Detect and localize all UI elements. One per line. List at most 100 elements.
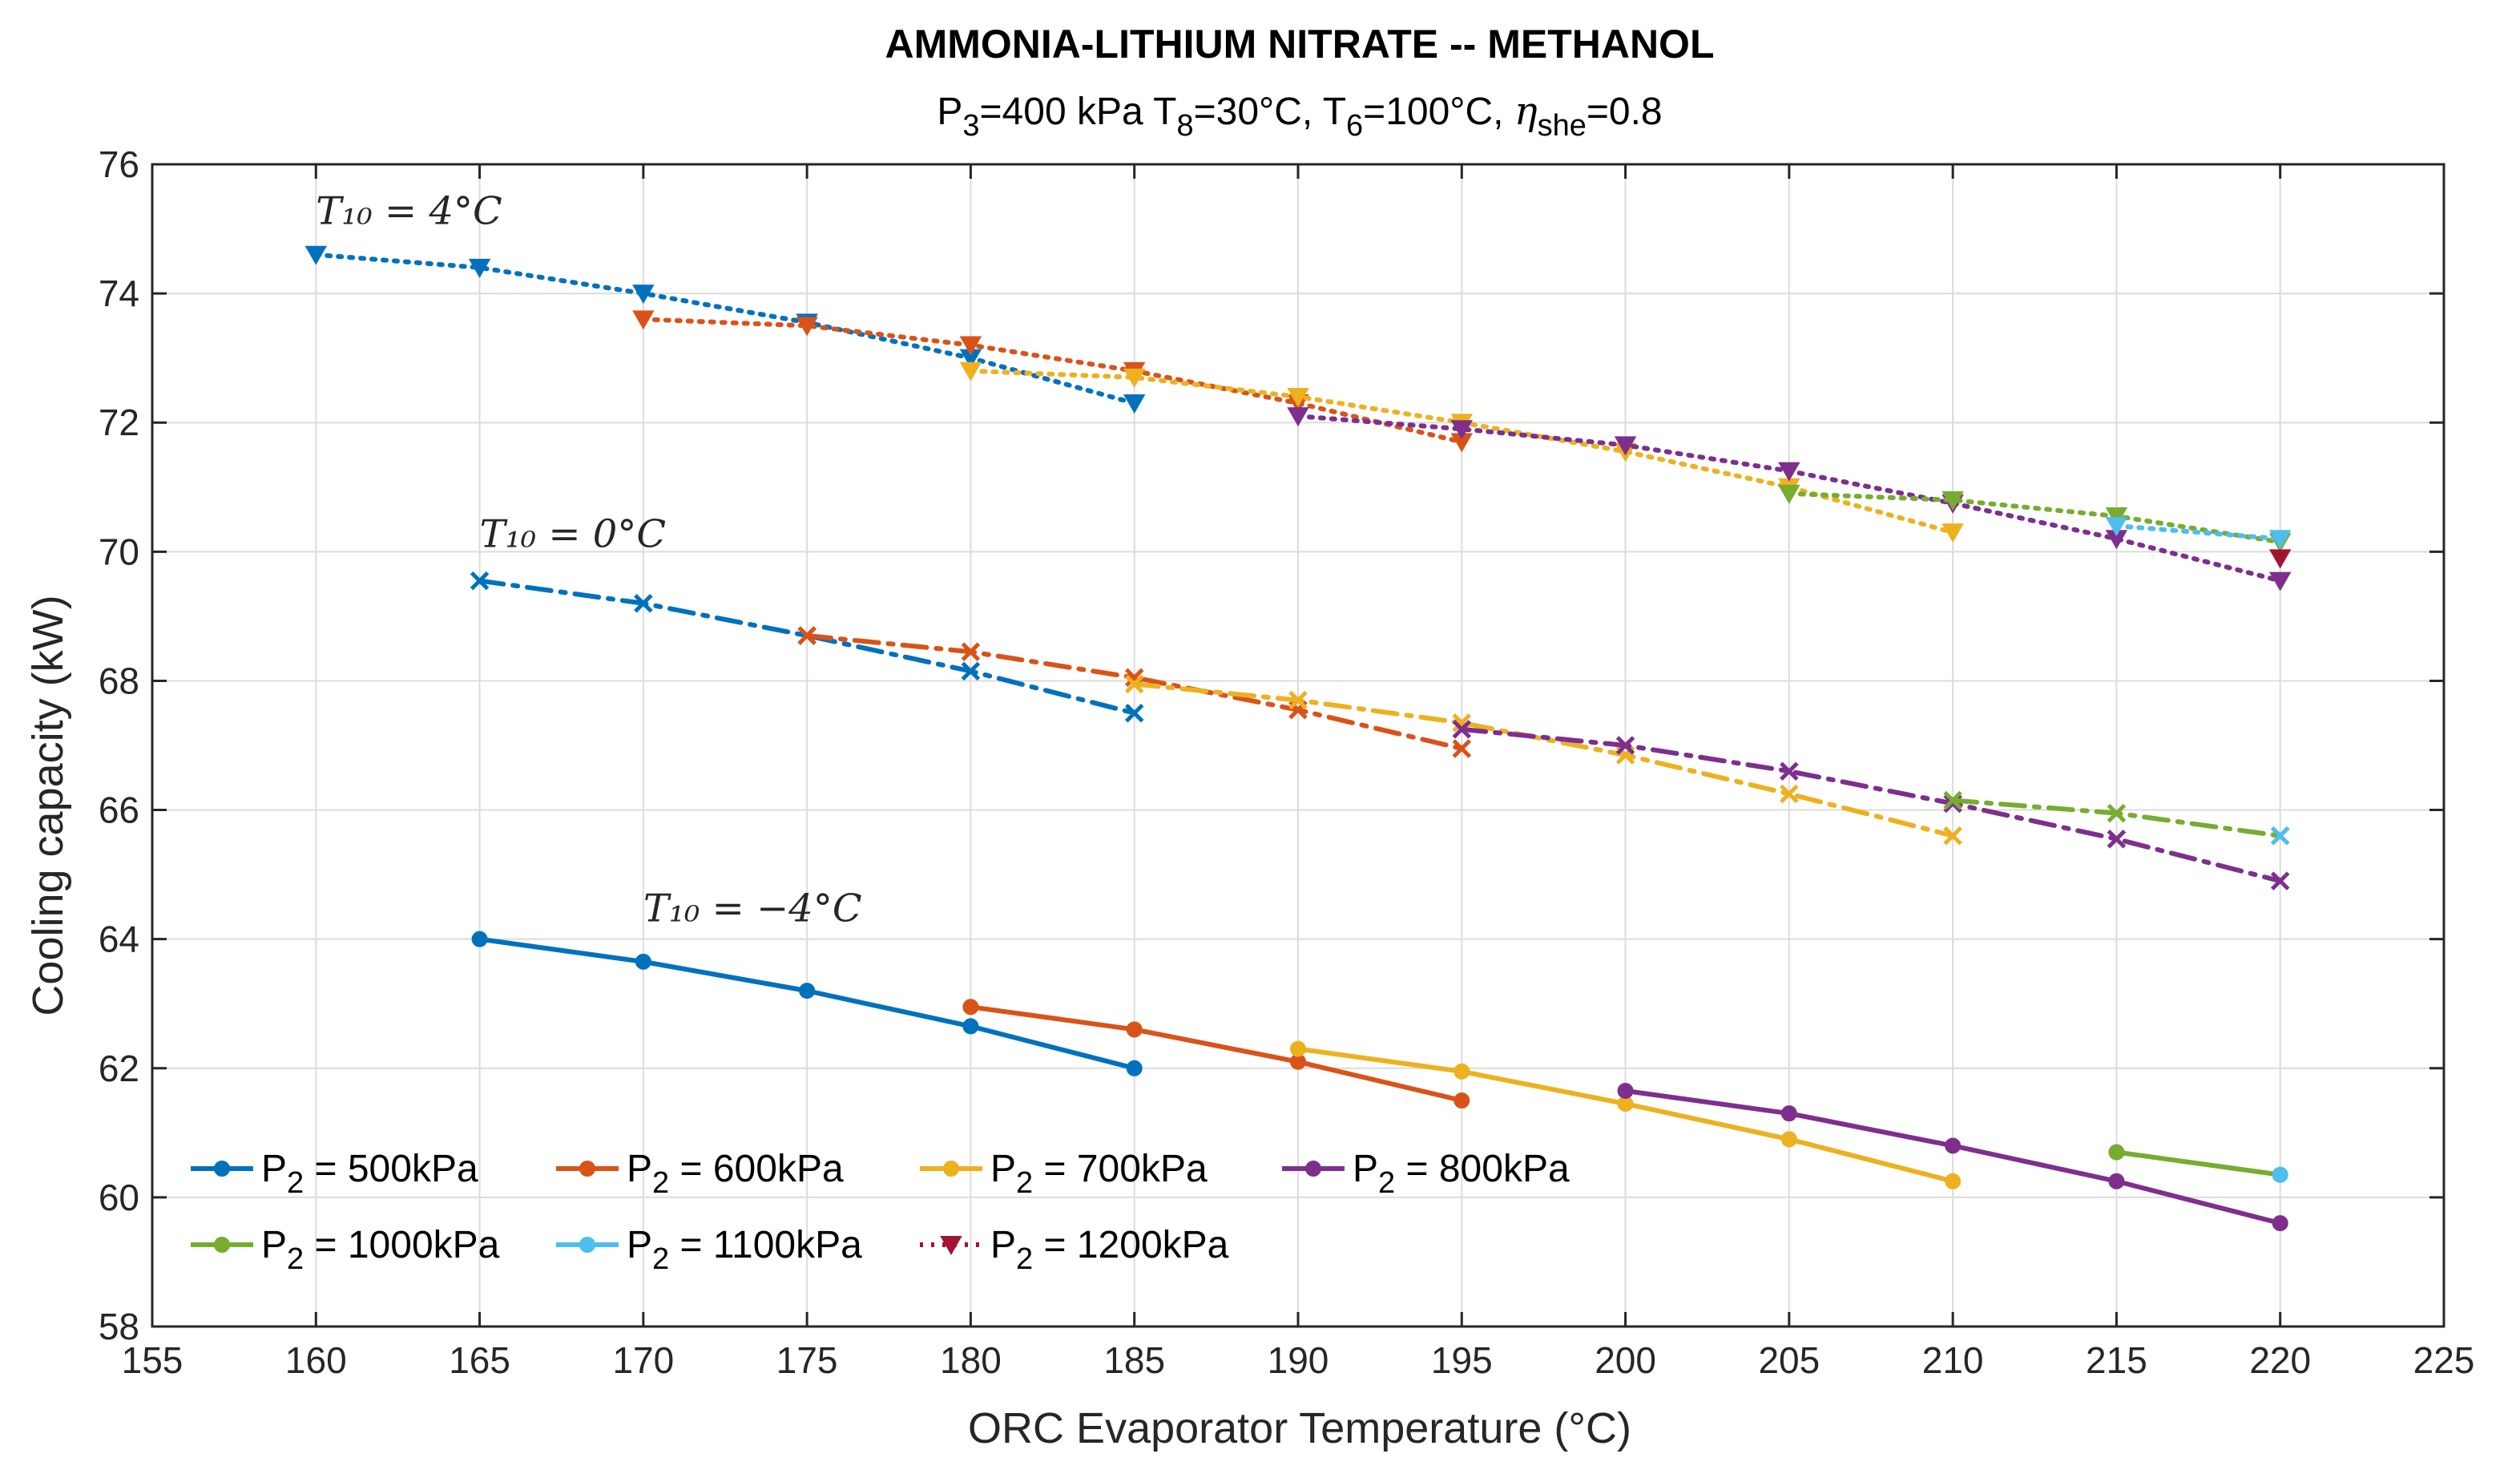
data-point bbox=[1123, 368, 1146, 388]
series-800-T10=-4 bbox=[1617, 1082, 2288, 1232]
legend-label-text: = 700kPa bbox=[1033, 1148, 1208, 1190]
axes: 155 160 165 170 175 180 185 190 195 200 205 210 215 2… bbox=[99, 143, 2475, 1381]
data-point bbox=[304, 245, 328, 265]
data-point bbox=[1126, 1021, 1143, 1038]
x-tick-label: 160 bbox=[285, 1339, 347, 1381]
x-tick-label: 215 bbox=[2086, 1339, 2147, 1381]
x-tick-label: 205 bbox=[1758, 1339, 1820, 1381]
subtitle-part: =30°C, T bbox=[1194, 91, 1346, 133]
data-point-stroke bbox=[1288, 690, 1308, 710]
series-1100-T10=-4 bbox=[2272, 1166, 2288, 1183]
data-point bbox=[959, 361, 982, 382]
data-point bbox=[1454, 1063, 1470, 1080]
legend-item-600: P2 = 600kPa bbox=[556, 1148, 844, 1200]
legend-swatch-marker bbox=[214, 1161, 230, 1177]
data-point bbox=[1780, 761, 1799, 781]
legend-label-text: P bbox=[1353, 1148, 1378, 1190]
subtitle-part: P bbox=[937, 91, 962, 133]
data-point bbox=[2108, 1173, 2125, 1189]
series-500-T10=4 bbox=[304, 245, 1146, 414]
legend-swatch-marker bbox=[943, 1161, 959, 1177]
x-tick-label: 195 bbox=[1431, 1339, 1493, 1381]
chart-subtitle: P3=400 kPa T8=30°C, T6=100°C, ηshe=0.8 bbox=[937, 89, 1662, 143]
legend: P2 = 500kPa P2 = 600kPa P2 = 700kPa P2 = 80… bbox=[191, 1148, 1570, 1276]
data-point bbox=[468, 258, 491, 278]
y-tick-label: 68 bbox=[99, 660, 139, 701]
subtitle-part: =400 kPa T bbox=[980, 91, 1177, 133]
series-700-T10=0 bbox=[1124, 674, 1962, 846]
data-point bbox=[1615, 736, 1635, 755]
annotations: T₁₀ = 4°C T₁₀ = 0°C T₁₀ = −4°C bbox=[316, 189, 861, 931]
data-point bbox=[632, 285, 655, 305]
x-axis-label: ORC Evaporator Temperature (°C) bbox=[968, 1404, 1631, 1452]
y-tick-label: 70 bbox=[99, 531, 139, 572]
legend-label-subscript: 2 bbox=[287, 1242, 304, 1276]
legend-label-subscript: 2 bbox=[1378, 1166, 1395, 1200]
legend-label: P2 = 800kPa bbox=[1353, 1148, 1570, 1200]
series-line bbox=[1459, 726, 2283, 884]
data-point-stroke bbox=[961, 661, 981, 681]
data-point bbox=[470, 571, 490, 591]
data-point-stroke bbox=[1615, 736, 1635, 755]
x-tick-label: 190 bbox=[1268, 1339, 1329, 1381]
series-500-T10=-4 bbox=[471, 931, 1143, 1076]
legend-swatch-marker bbox=[940, 1236, 962, 1256]
data-point bbox=[1780, 1105, 1797, 1122]
series-line bbox=[968, 1004, 1465, 1104]
legend-label-text: = 1000kPa bbox=[304, 1224, 500, 1266]
x-tick-label: 180 bbox=[940, 1339, 1002, 1381]
subtitle-part: =0.8 bbox=[1587, 91, 1663, 133]
data-point bbox=[1943, 790, 1962, 810]
data-point bbox=[632, 310, 655, 330]
legend-label-text: P bbox=[261, 1148, 287, 1190]
data-point bbox=[471, 931, 488, 947]
legend-label-text: = 800kPa bbox=[1395, 1148, 1570, 1190]
legend-label-subscript: 2 bbox=[652, 1166, 669, 1200]
data-point bbox=[2272, 1215, 2288, 1232]
data-point bbox=[959, 336, 982, 356]
legend-label: P2 = 700kPa bbox=[990, 1148, 1208, 1200]
data-point bbox=[1778, 462, 1800, 482]
legend-label-subscript: 2 bbox=[1016, 1242, 1033, 1276]
annotation-label: T₁₀ = −4°C bbox=[643, 886, 862, 931]
y-tick-label: 66 bbox=[99, 789, 139, 831]
series-600-T10=-4 bbox=[962, 999, 1470, 1109]
subtitle-subscript: 6 bbox=[1346, 109, 1363, 143]
series-1100-T10=0 bbox=[2270, 826, 2290, 846]
data-point bbox=[2272, 1166, 2288, 1183]
series-line bbox=[477, 578, 1137, 716]
y-tick-label: 76 bbox=[99, 143, 139, 185]
y-tick-label: 58 bbox=[99, 1306, 139, 1347]
data-point-stroke bbox=[2270, 826, 2290, 846]
data-point bbox=[797, 626, 816, 645]
series-600-T10=4 bbox=[632, 310, 1474, 453]
legend-item-500: P2 = 500kPa bbox=[191, 1148, 478, 1200]
x-tick-label: 225 bbox=[2413, 1339, 2475, 1381]
data-point bbox=[1124, 703, 1144, 723]
data-point bbox=[1450, 420, 1474, 440]
data-point bbox=[1941, 491, 1964, 511]
data-point bbox=[2105, 507, 2128, 527]
legend-label-text: P bbox=[990, 1224, 1016, 1266]
data-point bbox=[962, 1018, 979, 1035]
data-point-stroke bbox=[961, 642, 981, 661]
legend-label-text: P bbox=[990, 1148, 1016, 1190]
series-800-T10=0 bbox=[1452, 720, 2290, 890]
data-point-stroke bbox=[470, 571, 490, 591]
legend-label-subscript: 2 bbox=[287, 1166, 304, 1200]
series-700-T10=-4 bbox=[1290, 1040, 1962, 1189]
data-point bbox=[1452, 720, 1472, 739]
legend-swatch-marker bbox=[214, 1237, 230, 1253]
subtitle-subscript: 3 bbox=[962, 109, 979, 143]
data-point bbox=[799, 983, 816, 999]
data-point-stroke bbox=[1124, 674, 1144, 694]
series-line bbox=[313, 252, 1137, 406]
y-tick-label: 64 bbox=[99, 919, 139, 960]
data-point bbox=[2270, 826, 2290, 846]
data-point-stroke bbox=[1943, 790, 1962, 810]
legend-label: P2 = 1000kPa bbox=[261, 1224, 500, 1276]
data-point-stroke bbox=[1452, 713, 1472, 733]
legend-label-text: P bbox=[627, 1148, 652, 1190]
data-point-stroke bbox=[2270, 871, 2290, 890]
